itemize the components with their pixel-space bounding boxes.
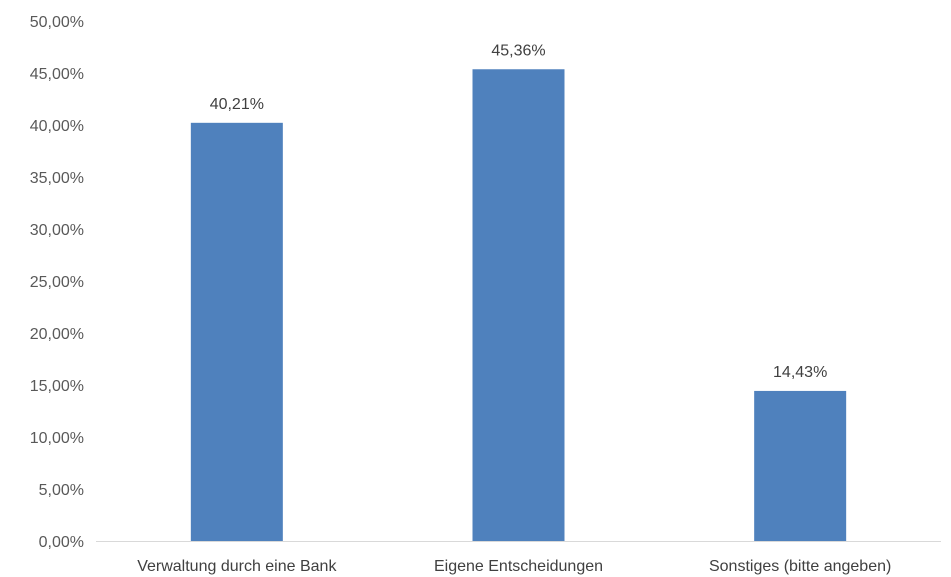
bars [190, 69, 847, 542]
data-label: 14,43% [773, 364, 827, 381]
y-tick-label: 50,00% [30, 14, 84, 31]
bar [472, 69, 565, 542]
data-labels: 40,21% 45,36% 14,43% [210, 42, 828, 381]
category-label: Verwaltung durch eine Bank [137, 558, 337, 575]
y-tick-label: 35,00% [30, 170, 84, 187]
y-tick-label: 25,00% [30, 274, 84, 291]
category-label: Eigene Entscheidungen [434, 558, 603, 575]
y-tick-label: 5,00% [39, 482, 84, 499]
y-axis-ticks: 0,00% 5,00% 10,00% 15,00% 20,00% 25,00% 30,00%… [30, 14, 84, 551]
bar [754, 390, 847, 541]
y-tick-label: 0,00% [39, 534, 84, 551]
y-tick-label: 45,00% [30, 66, 84, 83]
y-tick-label: 20,00% [30, 326, 84, 343]
category-labels: Verwaltung durch eine Bank Eigene Entsche… [137, 558, 891, 575]
bar [190, 122, 283, 541]
y-tick-label: 40,00% [30, 118, 84, 135]
data-label: 45,36% [491, 42, 545, 59]
y-tick-label: 15,00% [30, 378, 84, 395]
category-label: Sonstiges (bitte angeben) [709, 558, 891, 575]
y-tick-label: 10,00% [30, 430, 84, 447]
y-tick-label: 30,00% [30, 222, 84, 239]
data-label: 40,21% [210, 96, 264, 113]
